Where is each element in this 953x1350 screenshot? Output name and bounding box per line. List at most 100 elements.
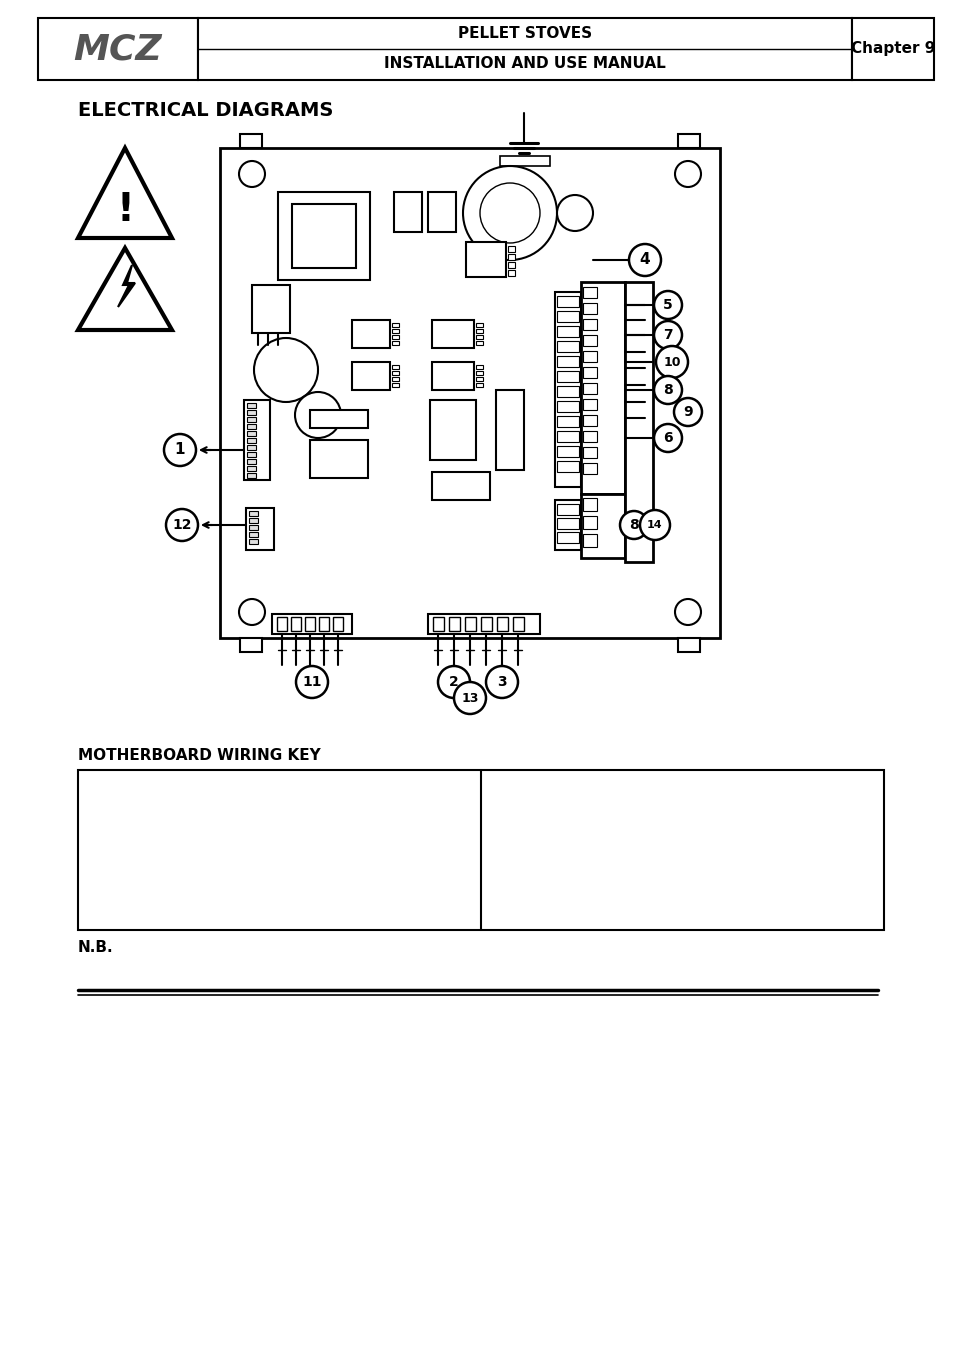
Bar bbox=[247, 417, 255, 423]
Text: N.B.: N.B. bbox=[78, 941, 113, 956]
Bar bbox=[249, 518, 257, 522]
Bar bbox=[582, 302, 597, 315]
Circle shape bbox=[673, 398, 701, 427]
Bar bbox=[310, 440, 368, 478]
Bar bbox=[580, 494, 624, 558]
Text: 3: 3 bbox=[497, 675, 506, 688]
Bar bbox=[252, 285, 290, 333]
Bar bbox=[557, 296, 578, 306]
Bar bbox=[292, 204, 355, 269]
Bar bbox=[555, 500, 580, 549]
Bar bbox=[851, 18, 933, 80]
Text: 11: 11 bbox=[302, 675, 321, 688]
Circle shape bbox=[164, 433, 195, 466]
Bar bbox=[582, 463, 597, 474]
Text: 12: 12 bbox=[172, 518, 192, 532]
Bar bbox=[555, 292, 580, 487]
Text: 14: 14 bbox=[646, 520, 662, 531]
Text: ELECTRICAL DIAGRAMS: ELECTRICAL DIAGRAMS bbox=[78, 100, 333, 120]
Circle shape bbox=[654, 292, 681, 319]
Bar bbox=[428, 192, 456, 232]
Bar bbox=[249, 532, 257, 537]
Bar bbox=[247, 431, 255, 436]
Text: 6: 6 bbox=[662, 431, 672, 446]
Bar bbox=[428, 614, 539, 634]
Bar bbox=[476, 342, 482, 346]
Bar bbox=[432, 362, 474, 390]
Bar bbox=[464, 617, 476, 630]
Bar bbox=[557, 342, 578, 352]
Bar bbox=[432, 472, 490, 499]
Bar bbox=[557, 504, 578, 514]
Polygon shape bbox=[118, 265, 135, 306]
Bar bbox=[476, 323, 482, 327]
Bar bbox=[507, 246, 515, 252]
Bar bbox=[582, 319, 597, 329]
Circle shape bbox=[654, 424, 681, 452]
Bar bbox=[496, 390, 523, 470]
Circle shape bbox=[656, 346, 687, 378]
Circle shape bbox=[485, 666, 517, 698]
Circle shape bbox=[295, 666, 328, 698]
Bar bbox=[247, 424, 255, 429]
Bar bbox=[507, 270, 515, 275]
Bar bbox=[557, 401, 578, 412]
Text: 7: 7 bbox=[662, 328, 672, 342]
Circle shape bbox=[239, 161, 265, 188]
Polygon shape bbox=[78, 148, 172, 238]
Bar bbox=[507, 262, 515, 269]
Bar bbox=[582, 535, 597, 547]
Text: 8: 8 bbox=[662, 383, 672, 397]
Bar bbox=[240, 639, 262, 652]
Text: 8: 8 bbox=[628, 518, 639, 532]
Bar bbox=[433, 617, 443, 630]
Bar bbox=[557, 532, 578, 543]
Bar bbox=[246, 508, 274, 549]
Bar bbox=[277, 192, 370, 279]
Circle shape bbox=[437, 666, 470, 698]
Bar bbox=[249, 525, 257, 531]
Bar bbox=[497, 617, 507, 630]
Bar bbox=[352, 320, 390, 348]
Bar bbox=[198, 18, 851, 80]
Polygon shape bbox=[78, 248, 172, 329]
Bar bbox=[394, 192, 421, 232]
Bar bbox=[247, 446, 255, 450]
Bar bbox=[392, 335, 398, 339]
Bar bbox=[249, 539, 257, 544]
Bar bbox=[247, 404, 255, 408]
Text: !: ! bbox=[116, 190, 133, 230]
Bar bbox=[476, 335, 482, 339]
Bar bbox=[392, 377, 398, 381]
Bar bbox=[247, 466, 255, 471]
Bar bbox=[318, 617, 329, 630]
Bar bbox=[392, 329, 398, 333]
Bar bbox=[333, 617, 343, 630]
Bar bbox=[38, 18, 198, 80]
Bar bbox=[480, 617, 492, 630]
Text: 5: 5 bbox=[662, 298, 672, 312]
Circle shape bbox=[628, 244, 660, 275]
Bar bbox=[247, 410, 255, 414]
Circle shape bbox=[253, 338, 317, 402]
Bar bbox=[476, 383, 482, 387]
Bar bbox=[582, 367, 597, 378]
Circle shape bbox=[654, 377, 681, 404]
Bar bbox=[392, 371, 398, 375]
Text: MOTHERBOARD WIRING KEY: MOTHERBOARD WIRING KEY bbox=[78, 748, 320, 764]
Bar bbox=[582, 431, 597, 441]
Bar bbox=[272, 614, 352, 634]
Bar bbox=[244, 400, 270, 481]
Text: INSTALLATION AND USE MANUAL: INSTALLATION AND USE MANUAL bbox=[384, 55, 665, 70]
Bar bbox=[465, 242, 505, 277]
Text: 2: 2 bbox=[449, 675, 458, 688]
Circle shape bbox=[639, 510, 669, 540]
Bar bbox=[513, 617, 523, 630]
Bar bbox=[247, 459, 255, 464]
Bar bbox=[499, 157, 550, 166]
Text: Chapter 9: Chapter 9 bbox=[850, 42, 934, 57]
Bar bbox=[582, 516, 597, 529]
Bar bbox=[557, 416, 578, 427]
Circle shape bbox=[557, 194, 593, 231]
Bar bbox=[557, 446, 578, 458]
